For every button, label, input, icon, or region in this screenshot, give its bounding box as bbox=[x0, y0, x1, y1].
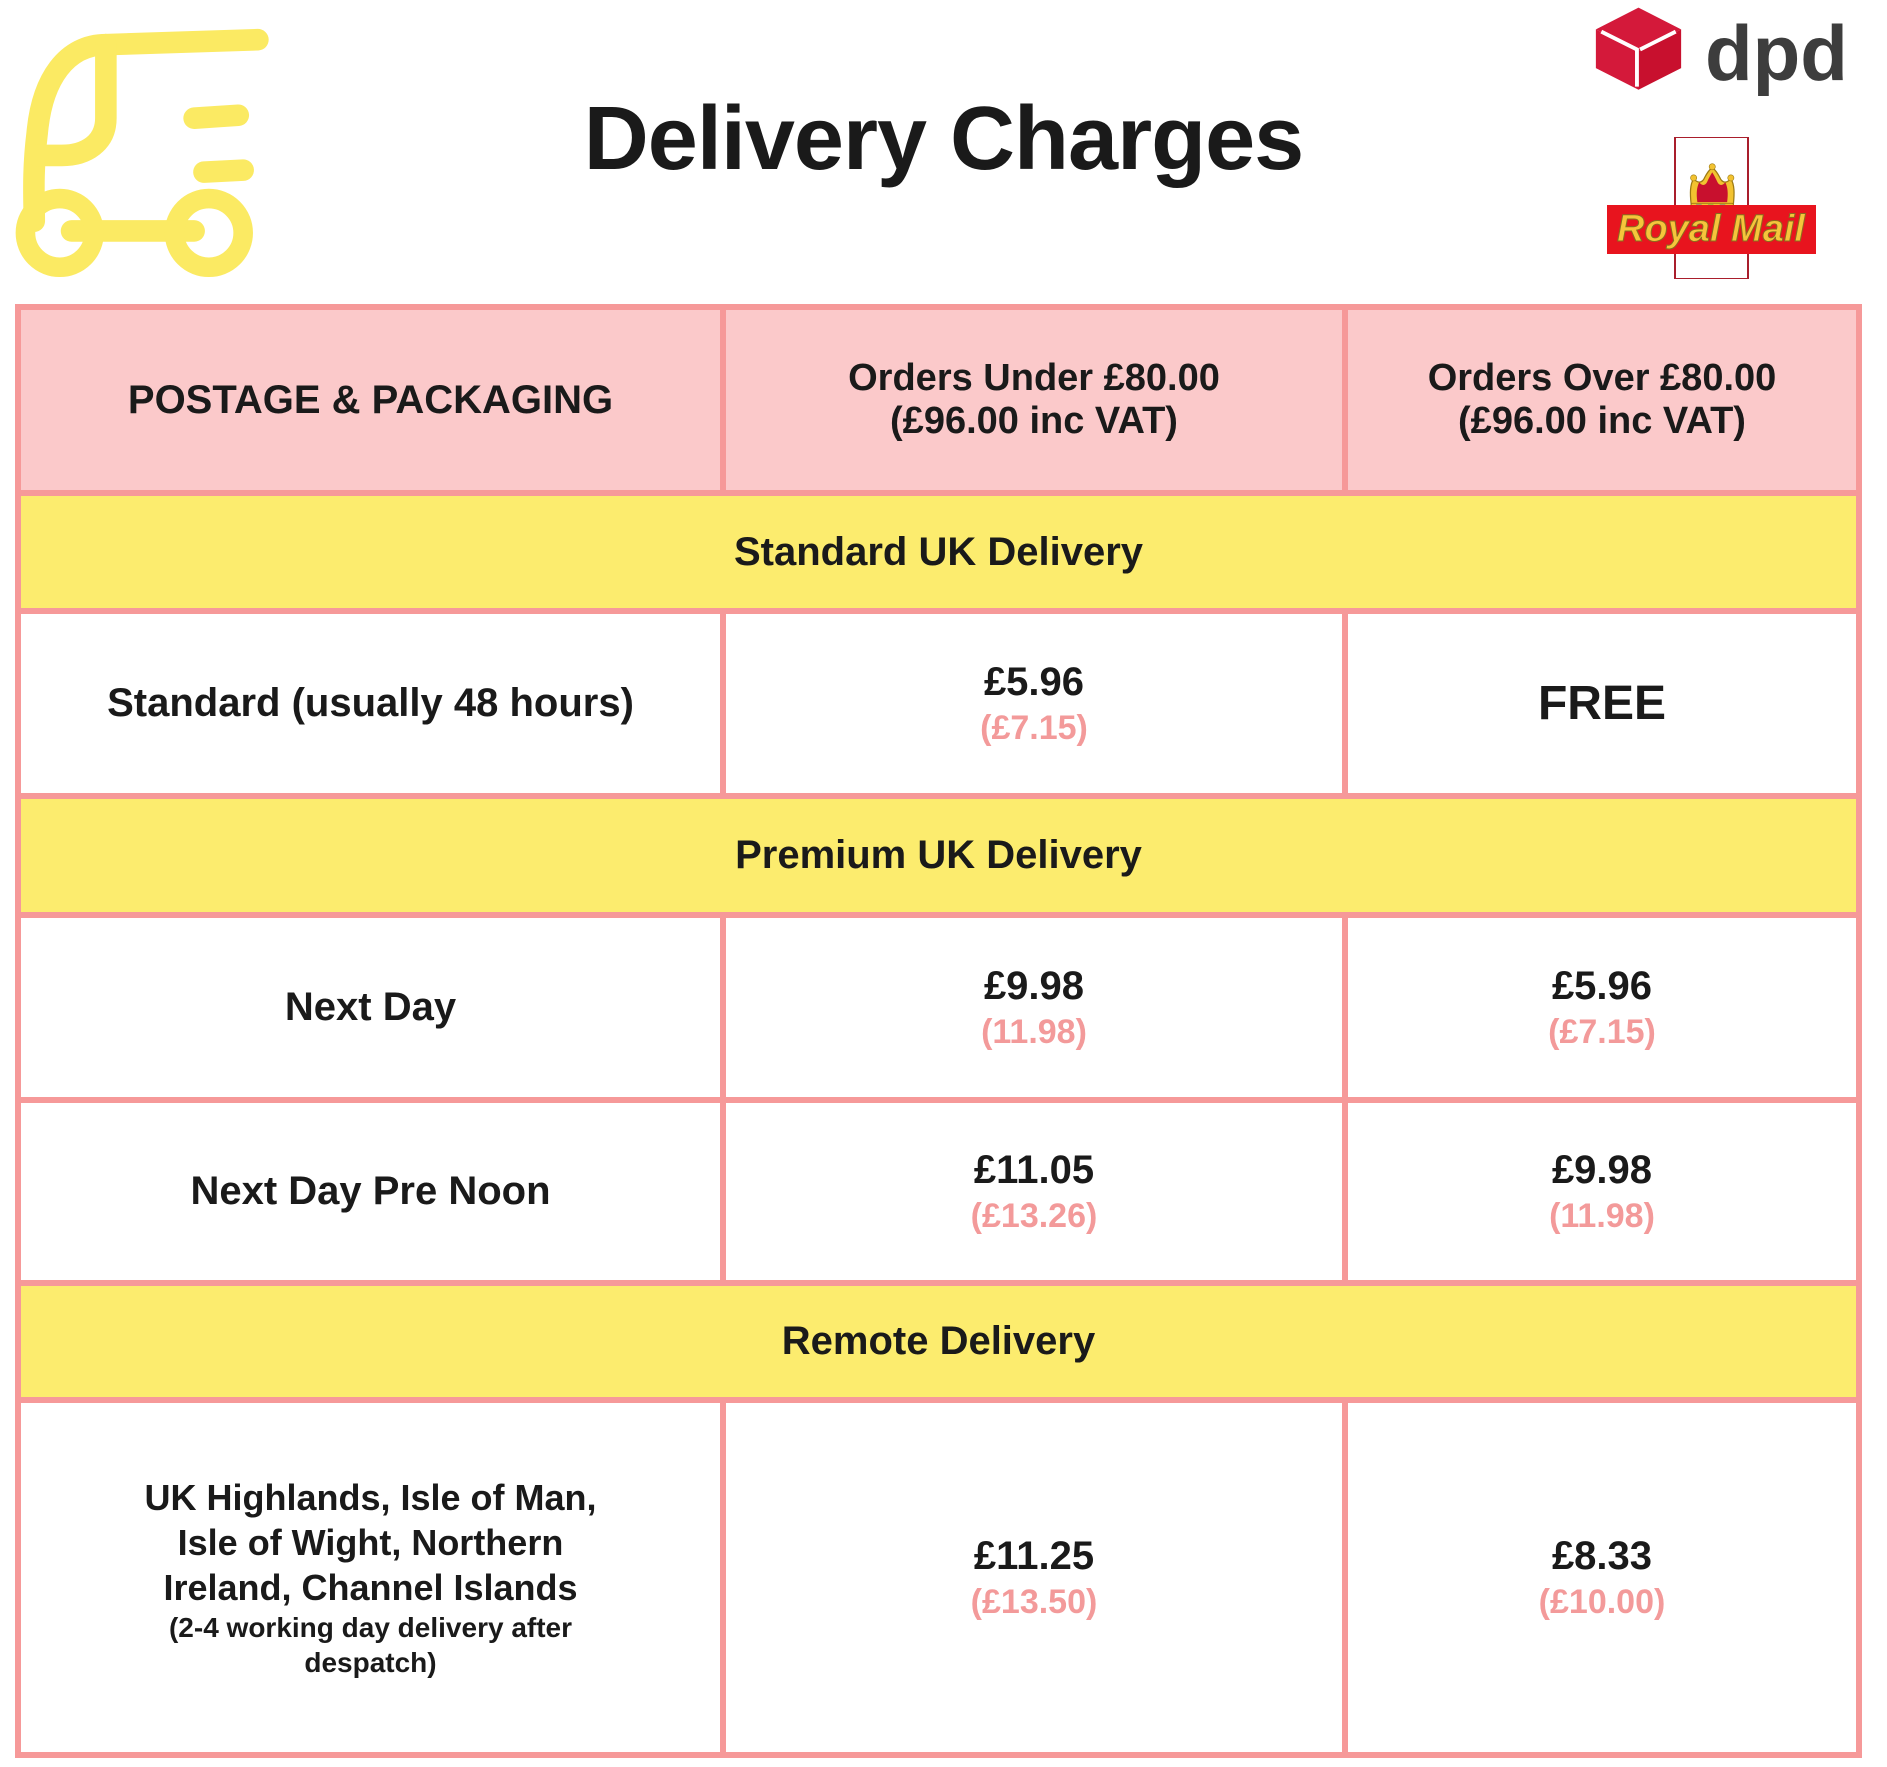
svg-text:Royal Mail: Royal Mail bbox=[1617, 208, 1806, 250]
